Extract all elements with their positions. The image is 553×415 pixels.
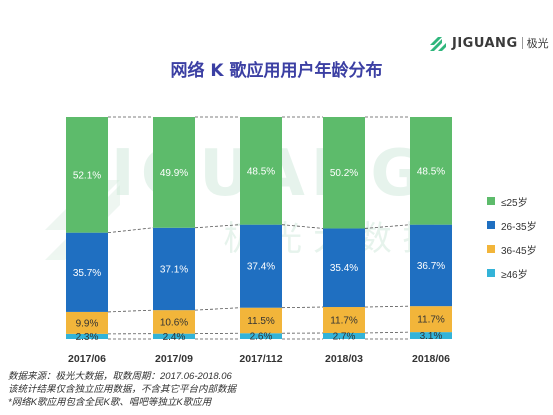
legend-item: ≤25岁 [487,191,537,211]
connector-line [107,309,154,313]
bar-segment [410,332,452,339]
data-label: 11.5% [247,316,275,327]
x-tick-label: 2017/09 [155,353,193,365]
x-tick-label: 2017/06 [68,353,106,365]
bar-segment [153,117,195,228]
jiguang-logo-icon [430,37,446,51]
legend-swatch [487,245,495,253]
legend-item: 36-45岁 [487,239,537,259]
legend-swatch [487,269,495,277]
legend-label: ≤25岁 [501,197,528,209]
chart-title: 网络 K 歌应用用户年龄分布 [170,61,383,81]
brand-name-cn: 极光 [526,38,549,50]
connector-line [364,224,411,229]
brand-logo: JIGUANG 极光 [428,33,549,53]
connector-line [194,224,241,229]
bar-segment [323,117,365,229]
connector-line [281,224,324,229]
bar-segment [323,307,365,334]
connector-line [364,331,411,334]
bar-segment [323,333,365,339]
bar-segment [240,117,282,225]
data-label: 48.5% [417,166,445,177]
legend-item: 26-35岁 [487,215,537,235]
bar-segment [323,228,365,308]
legend-label: ≥46岁 [501,269,528,281]
data-label: 37.4% [247,262,275,273]
legend-label: 26-35岁 [501,221,537,233]
bar-segment [410,117,452,225]
data-label: 35.4% [330,263,358,274]
data-label: 37.1% [160,264,188,275]
footer-notes: 数据来源：极光大数据，取数周期：2017.06-2018.06 该统计结果仅含独… [8,370,236,409]
x-tick-label: 2017/112 [239,353,282,365]
x-tick-label: 2018/03 [325,353,363,365]
bar-segment [153,333,195,339]
data-label: 35.7% [73,268,101,279]
footer-note-source: 数据来源：极光大数据，取数周期：2017.06-2018.06 [8,371,232,382]
data-label: 11.7% [417,315,445,326]
footer-note-scope: 该统计结果仅含独立应用数据，不含其它平台内部数据 [8,384,237,395]
chart-legend: ≤25岁 26-35岁 36-45岁 ≥46岁 [487,191,537,287]
bar-segment [410,306,452,333]
brand-divider [521,37,523,49]
legend-label: 36-45岁 [501,245,537,257]
data-label: 2.7% [333,332,356,343]
data-label: 49.9% [160,168,188,179]
bar-group: 3.1% 11.7% 36.7% 48.5% [410,117,452,342]
bar-group: 2.6% 11.5% 37.4% 48.5% [240,117,282,343]
bar-group: 2.7% 11.7% 35.4% 50.2% [323,117,365,343]
data-label: 36.7% [417,261,445,272]
bar-segment [240,307,282,334]
bar-segment [66,333,108,339]
legend-item: ≥46岁 [487,263,537,283]
connector-line [364,305,411,308]
data-label: 2.3% [76,332,99,343]
data-label: 3.1% [420,331,443,342]
connector-line [281,306,324,309]
data-label: 48.5% [247,166,275,177]
data-label: 52.1% [73,170,101,181]
bar-group: 2.3% 9.9% 35.7% 52.1% [66,117,108,343]
brand-name: JIGUANG [452,35,518,51]
bar-segment [66,117,108,233]
data-label: 2.6% [250,332,273,343]
data-label: 50.2% [330,168,358,179]
bar-segment [66,232,108,312]
legend-swatch [487,197,495,205]
data-label: 9.9% [76,318,99,329]
connector-line [194,307,241,311]
footer-note-definition: *网络K歌应用包含全民K歌、唱吧等独立K歌应用 [8,397,212,408]
x-tick-label: 2018/06 [412,353,450,365]
connector-line [107,227,154,234]
bar-group: 2.4% 10.6% 37.1% 49.9% [153,117,195,343]
data-label: 11.7% [330,316,358,327]
data-label: 10.6% [160,317,188,328]
bar-segment [410,224,452,307]
data-label: 2.4% [163,332,186,343]
bar-segment [240,224,282,308]
connector-lines [107,116,411,340]
bar-segment [153,227,195,311]
bar-segment [153,310,195,334]
legend-swatch [487,221,495,229]
bar-segment [240,333,282,339]
bar-segment [66,311,108,334]
